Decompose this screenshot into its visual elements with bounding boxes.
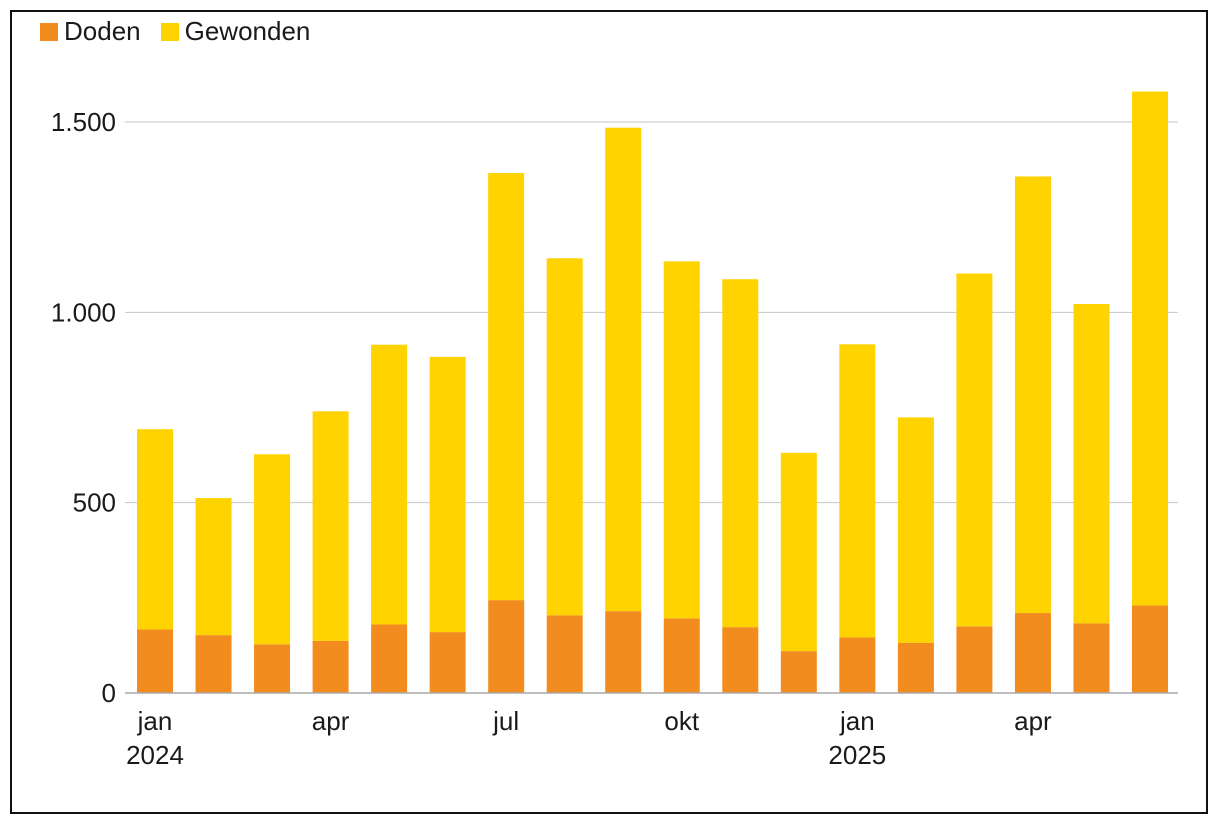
bar-doden: [1132, 605, 1168, 693]
legend-item-gewonden: Gewonden: [160, 16, 311, 47]
legend-label-doden: Doden: [64, 16, 141, 46]
x-tick-label: jul: [492, 706, 519, 736]
bar-gewonden: [1132, 91, 1168, 606]
y-tick-label: 500: [73, 488, 116, 518]
bar-doden: [1014, 613, 1051, 693]
bar-gewonden: [780, 452, 817, 652]
bar-gewonden: [488, 173, 525, 601]
bar-doden: [546, 615, 583, 693]
bar-gewonden: [1014, 176, 1051, 614]
bar-doden: [371, 624, 408, 693]
bar-doden: [722, 627, 759, 693]
legend-label-gewonden: Gewonden: [184, 16, 311, 46]
bar-gewonden: [312, 411, 349, 641]
bar-doden: [137, 629, 173, 693]
bar-gewonden: [195, 498, 232, 636]
bar-doden: [195, 635, 232, 693]
chart-legend: Doden Gewonden: [40, 16, 330, 47]
bar-gewonden: [546, 258, 583, 616]
bar-gewonden: [956, 273, 993, 627]
y-tick-label: 0: [102, 678, 116, 708]
bar-doden: [663, 618, 700, 693]
bar-gewonden: [254, 454, 291, 645]
bar-gewonden: [722, 279, 759, 628]
x-tick-label: apr: [312, 706, 350, 736]
y-tick-label: 1.000: [51, 297, 116, 327]
bar-gewonden: [897, 417, 934, 643]
x-tick-label: okt: [664, 706, 699, 736]
legend-swatch-doden: [40, 22, 58, 41]
bar-doden: [488, 600, 525, 693]
bar-doden: [897, 642, 934, 693]
bar-gewonden: [137, 429, 173, 630]
bar-doden: [839, 637, 876, 693]
x-tick-year-label: 2025: [828, 740, 886, 770]
bar-gewonden: [605, 127, 642, 612]
x-tick-label: jan: [839, 706, 875, 736]
bar-gewonden: [1073, 303, 1110, 624]
bar-doden: [956, 626, 993, 693]
x-tick-year-label: 2024: [126, 740, 184, 770]
bar-doden: [605, 611, 642, 693]
bar-gewonden: [839, 344, 876, 638]
legend-item-doden: Doden: [40, 16, 141, 47]
bar-gewonden: [663, 261, 700, 619]
legend-swatch-gewonden: [160, 22, 179, 41]
bar-doden: [780, 651, 817, 693]
x-tick-label: apr: [1014, 706, 1052, 736]
bar-gewonden: [371, 344, 408, 625]
bar-doden: [254, 644, 291, 693]
chart-frame: [10, 10, 1208, 814]
bar-gewonden: [429, 356, 466, 633]
y-tick-label: 1.500: [51, 107, 116, 137]
x-tick-label: jan: [137, 706, 173, 736]
bar-doden: [1073, 623, 1110, 693]
bar-doden: [429, 632, 466, 693]
bar-doden: [312, 640, 349, 693]
